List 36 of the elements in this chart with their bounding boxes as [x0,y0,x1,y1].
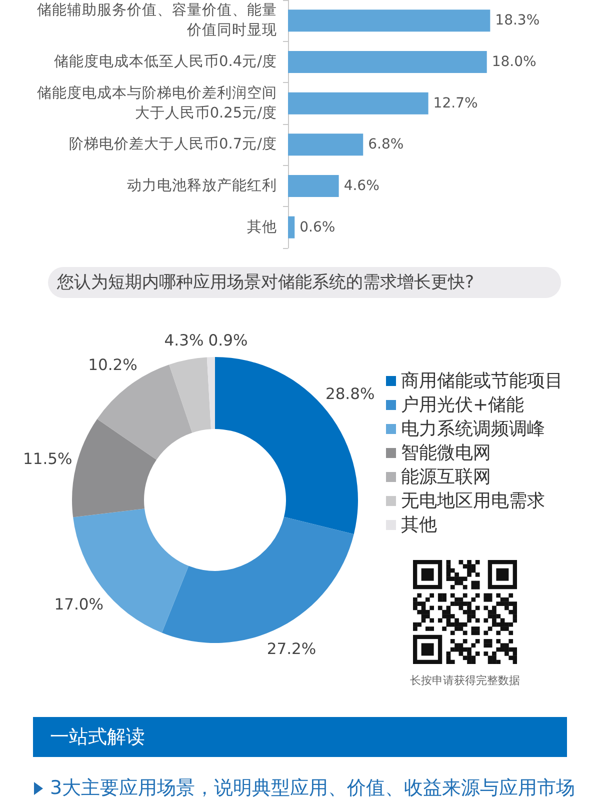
y-tick-label: 储能辅助服务价值、容量价值、能量价值同时显现 [37,2,277,39]
text: 长按申请获得完整数据 [409,673,521,688]
text: 3大主要应用场景，说明典型应用、价值、收益来源与应用市场 [50,776,576,801]
legend-label: 电力系统调频调峰 [401,418,545,440]
data-label: 18.0% [492,54,536,70]
legend-label: 无电地区用电需求 [401,490,545,512]
bar [288,51,487,73]
bar [288,10,490,32]
bar [288,175,339,197]
legend-label: 智能微电网 [401,442,491,464]
text: 一站式解读 [33,717,567,757]
bar [288,134,364,156]
chart-title: 您认为短期内哪种应用场景对储能系统的需求增长更快? [56,272,474,292]
data-label: 0.9% [208,332,248,350]
bar [288,92,428,114]
legend-label: 能源互联网 [401,466,491,488]
data-label: 17.0% [54,596,104,614]
legend-label: 其他 [401,514,437,536]
data-label: 27.2% [266,640,316,658]
data-label: 11.5% [23,450,72,468]
data-label: 0.6% [300,219,336,236]
legend-label: 户用光伏+储能 [401,394,524,416]
data-label: 18.3% [495,12,540,29]
bar [288,216,295,238]
data-label: 6.8% [368,136,404,153]
data-label: 28.8% [325,385,375,404]
y-tick-label: 储能度电成本低至人民币0.4元/度 [54,53,277,70]
data-label: 4.3% [164,331,204,350]
y-tick-label: 阶梯电价差大于人民币0.7元/度 [69,136,277,153]
y-tick-label: 储能度电成本与阶梯电价差利润空间大于人民币0.25元/度 [37,84,277,122]
data-label: 4.6% [344,178,380,194]
y-tick-label: 其他 [247,218,277,236]
legend-label: 商用储能或节能项目 [401,370,563,392]
y-tick-label: 动力电池释放产能红利 [127,177,277,194]
data-label: 12.7% [433,95,478,112]
data-label: 10.2% [88,356,138,374]
